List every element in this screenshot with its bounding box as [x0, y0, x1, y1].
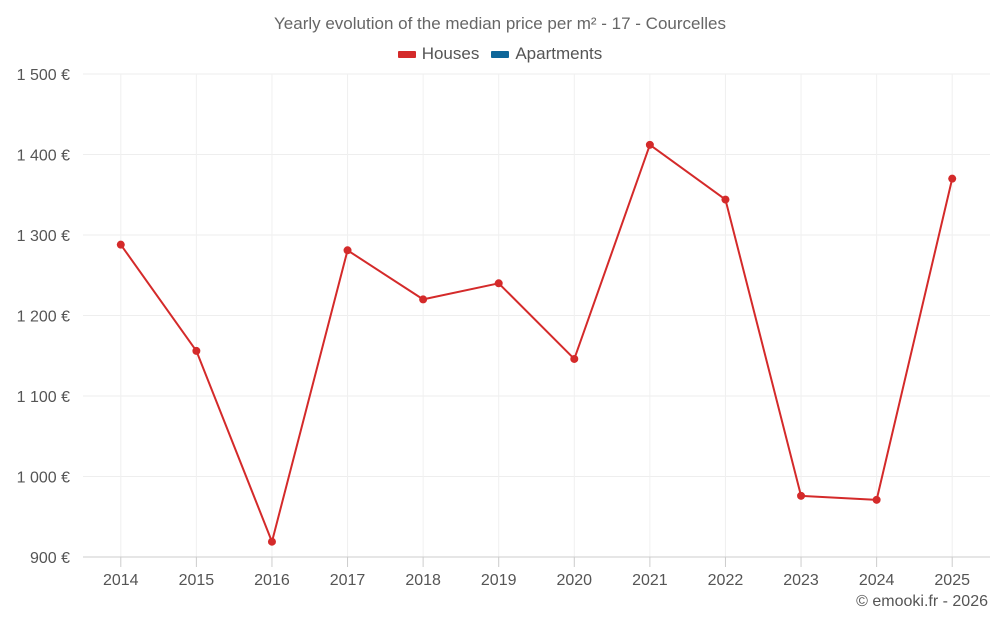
- y-tick-label: 900 €: [30, 550, 70, 567]
- x-tick-label: 2022: [708, 572, 744, 589]
- grid: [83, 73, 990, 557]
- x-tick-label: 2021: [632, 572, 668, 589]
- y-tick-label: 1 500 €: [17, 67, 70, 84]
- legend-swatch-houses: [397, 50, 416, 58]
- legend-swatch-apartments: [491, 50, 510, 58]
- y-tick-label: 1 100 €: [17, 389, 70, 406]
- legend-label-apartments: Apartments: [515, 44, 603, 63]
- x-tick-label: 2024: [859, 572, 895, 589]
- series-line-houses: [119, 143, 954, 543]
- x-tick-label: 2025: [934, 572, 970, 589]
- data-point: [343, 246, 352, 255]
- data-point: [192, 346, 201, 355]
- y-tick-label: 1 000 €: [17, 470, 70, 487]
- legend-label-houses: Houses: [421, 44, 480, 63]
- data-point: [797, 491, 806, 500]
- x-tick-label: 2020: [556, 572, 592, 589]
- x-tick-label: 2018: [405, 572, 441, 589]
- y-tick-label: 1 400 €: [17, 148, 70, 165]
- x-tick-label: 2016: [254, 572, 290, 589]
- x-tick-label: 2017: [330, 572, 366, 589]
- data-point: [267, 537, 276, 546]
- legend-item-apartments[interactable]: Apartments: [491, 44, 602, 64]
- chart-legend: Houses Apartments: [0, 44, 1000, 64]
- series-layer: [116, 140, 957, 546]
- data-point: [872, 495, 881, 504]
- y-tick-label: 1 200 €: [17, 309, 70, 326]
- data-point: [570, 354, 579, 363]
- chart-title: Yearly evolution of the median price per…: [274, 14, 726, 33]
- x-tick-label: 2015: [179, 572, 215, 589]
- data-point: [721, 195, 730, 204]
- credit-text: © emooki.fr - 2026: [856, 593, 988, 610]
- data-point: [645, 140, 654, 149]
- legend-item-houses[interactable]: Houses: [397, 44, 480, 64]
- x-tick-label: 2023: [783, 572, 819, 589]
- x-axis: 2014 2015 2016 2017 2018 2019 2020 2021 2022 2023…: [83, 556, 990, 589]
- data-point: [494, 279, 503, 288]
- y-axis: 900 € 1 000 € 1 100 € 1 200 € 1 300 € 1 400 €…: [17, 67, 70, 567]
- data-point: [419, 295, 428, 304]
- data-point: [948, 174, 957, 183]
- data-point: [116, 240, 125, 249]
- x-tick-label: 2019: [481, 572, 517, 589]
- x-tick-label: 2014: [103, 572, 139, 589]
- y-tick-label: 1 300 €: [17, 228, 70, 245]
